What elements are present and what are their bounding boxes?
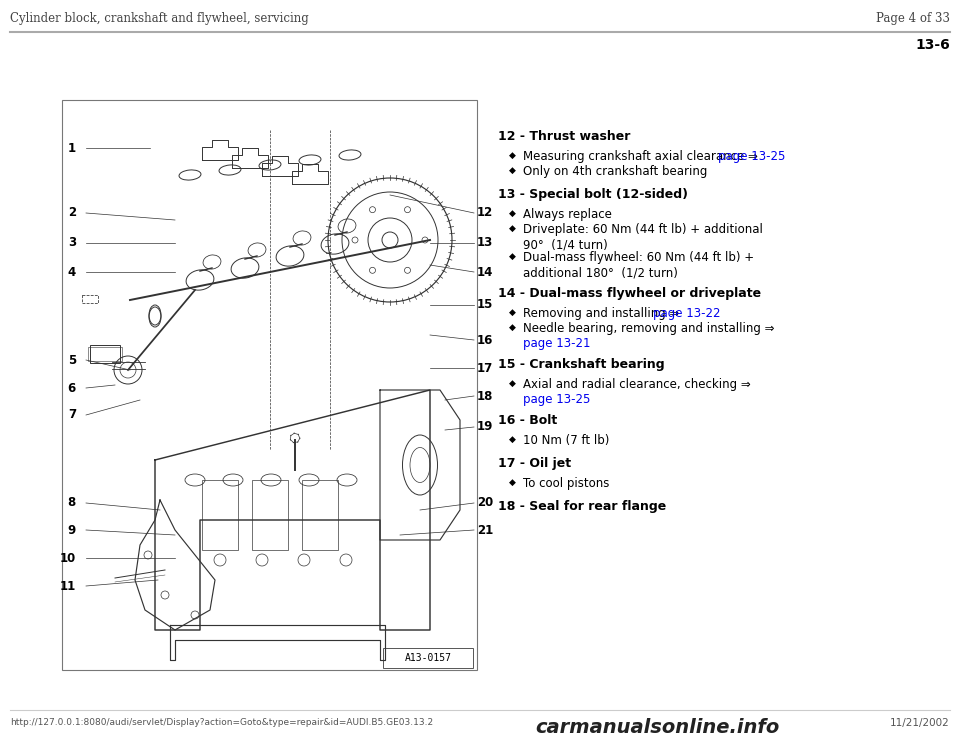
Text: Page 4 of 33: Page 4 of 33: [876, 12, 950, 25]
Text: carmanualsonline.info: carmanualsonline.info: [536, 718, 780, 737]
Text: 13 - Special bolt (12-sided): 13 - Special bolt (12-sided): [498, 188, 688, 201]
Text: 13: 13: [477, 237, 493, 249]
Bar: [90, 345, 120, 363]
Text: 10: 10: [60, 551, 76, 565]
Text: page 13-25: page 13-25: [718, 150, 785, 163]
Text: 20: 20: [477, 496, 493, 510]
Text: ◆: ◆: [509, 323, 516, 332]
Text: 8: 8: [68, 496, 76, 510]
Bar: [62, 100, 477, 670]
Text: Always replace: Always replace: [523, 208, 612, 221]
Text: ◆: ◆: [509, 224, 516, 233]
Text: ◆: ◆: [509, 478, 516, 487]
Text: 14: 14: [477, 266, 493, 278]
Text: 11/21/2002: 11/21/2002: [890, 718, 950, 728]
Text: Axial and radial clearance, checking ⇒: Axial and radial clearance, checking ⇒: [523, 378, 751, 391]
Text: To cool pistons: To cool pistons: [523, 477, 610, 490]
Text: 17 - Oil jet: 17 - Oil jet: [498, 457, 571, 470]
Text: 15: 15: [477, 298, 493, 312]
Text: ◆: ◆: [509, 379, 516, 388]
Text: 6: 6: [68, 381, 76, 395]
Text: 15 - Crankshaft bearing: 15 - Crankshaft bearing: [498, 358, 664, 371]
Text: http://127.0.0.1:8080/audi/servlet/Display?action=Goto&type=repair&id=AUDI.B5.GE: http://127.0.0.1:8080/audi/servlet/Displ…: [10, 718, 433, 727]
Text: 9: 9: [68, 524, 76, 536]
Text: 16 - Bolt: 16 - Bolt: [498, 414, 557, 427]
Text: page 13-21: page 13-21: [523, 337, 590, 350]
Bar: [252, 480, 288, 550]
Text: 21: 21: [477, 524, 493, 536]
Bar: [302, 480, 338, 550]
Bar: [383, 648, 473, 668]
Text: ◆: ◆: [509, 166, 516, 175]
Text: 12 - Thrust washer: 12 - Thrust washer: [498, 130, 631, 143]
Text: 19: 19: [477, 421, 493, 433]
Text: 16: 16: [477, 333, 493, 347]
Text: 3: 3: [68, 237, 76, 249]
Text: 90°  (1/4 turn): 90° (1/4 turn): [523, 238, 608, 251]
Bar: [82, 295, 98, 303]
Text: 11: 11: [60, 580, 76, 593]
Text: 7: 7: [68, 409, 76, 421]
Text: ◆: ◆: [509, 308, 516, 317]
Text: Measuring crankshaft axial clearance ⇒: Measuring crankshaft axial clearance ⇒: [523, 150, 761, 163]
Text: additional 180°  (1/2 turn): additional 180° (1/2 turn): [523, 266, 678, 279]
Text: 4: 4: [68, 266, 76, 278]
Text: ◆: ◆: [509, 151, 516, 160]
Text: A13-0157: A13-0157: [404, 653, 451, 663]
Text: ◆: ◆: [509, 252, 516, 261]
Text: 12: 12: [477, 206, 493, 220]
Text: 17: 17: [477, 361, 493, 375]
Bar: [88, 347, 122, 361]
Text: 5: 5: [68, 353, 76, 367]
Text: Removing and installing ⇒: Removing and installing ⇒: [523, 307, 684, 320]
Text: 2: 2: [68, 206, 76, 220]
Text: 10 Nm (7 ft lb): 10 Nm (7 ft lb): [523, 434, 610, 447]
Text: 14 - Dual-mass flywheel or driveplate: 14 - Dual-mass flywheel or driveplate: [498, 287, 761, 300]
Text: ◆: ◆: [509, 435, 516, 444]
Text: page 13-22: page 13-22: [653, 307, 721, 320]
Text: 18: 18: [477, 390, 493, 402]
Text: Cylinder block, crankshaft and flywheel, servicing: Cylinder block, crankshaft and flywheel,…: [10, 12, 309, 25]
Text: ◆: ◆: [509, 209, 516, 218]
Text: 1: 1: [68, 142, 76, 154]
Text: Dual-mass flywheel: 60 Nm (44 ft lb) +: Dual-mass flywheel: 60 Nm (44 ft lb) +: [523, 251, 755, 264]
Text: Driveplate: 60 Nm (44 ft lb) + additional: Driveplate: 60 Nm (44 ft lb) + additiona…: [523, 223, 763, 236]
Text: page 13-25: page 13-25: [523, 393, 590, 406]
Bar: [202, 480, 238, 550]
Text: Needle bearing, removing and installing ⇒: Needle bearing, removing and installing …: [523, 322, 775, 335]
Text: Only on 4th crankshaft bearing: Only on 4th crankshaft bearing: [523, 165, 708, 178]
Text: 13-6: 13-6: [915, 38, 950, 52]
Text: 18 - Seal for rear flange: 18 - Seal for rear flange: [498, 500, 666, 513]
